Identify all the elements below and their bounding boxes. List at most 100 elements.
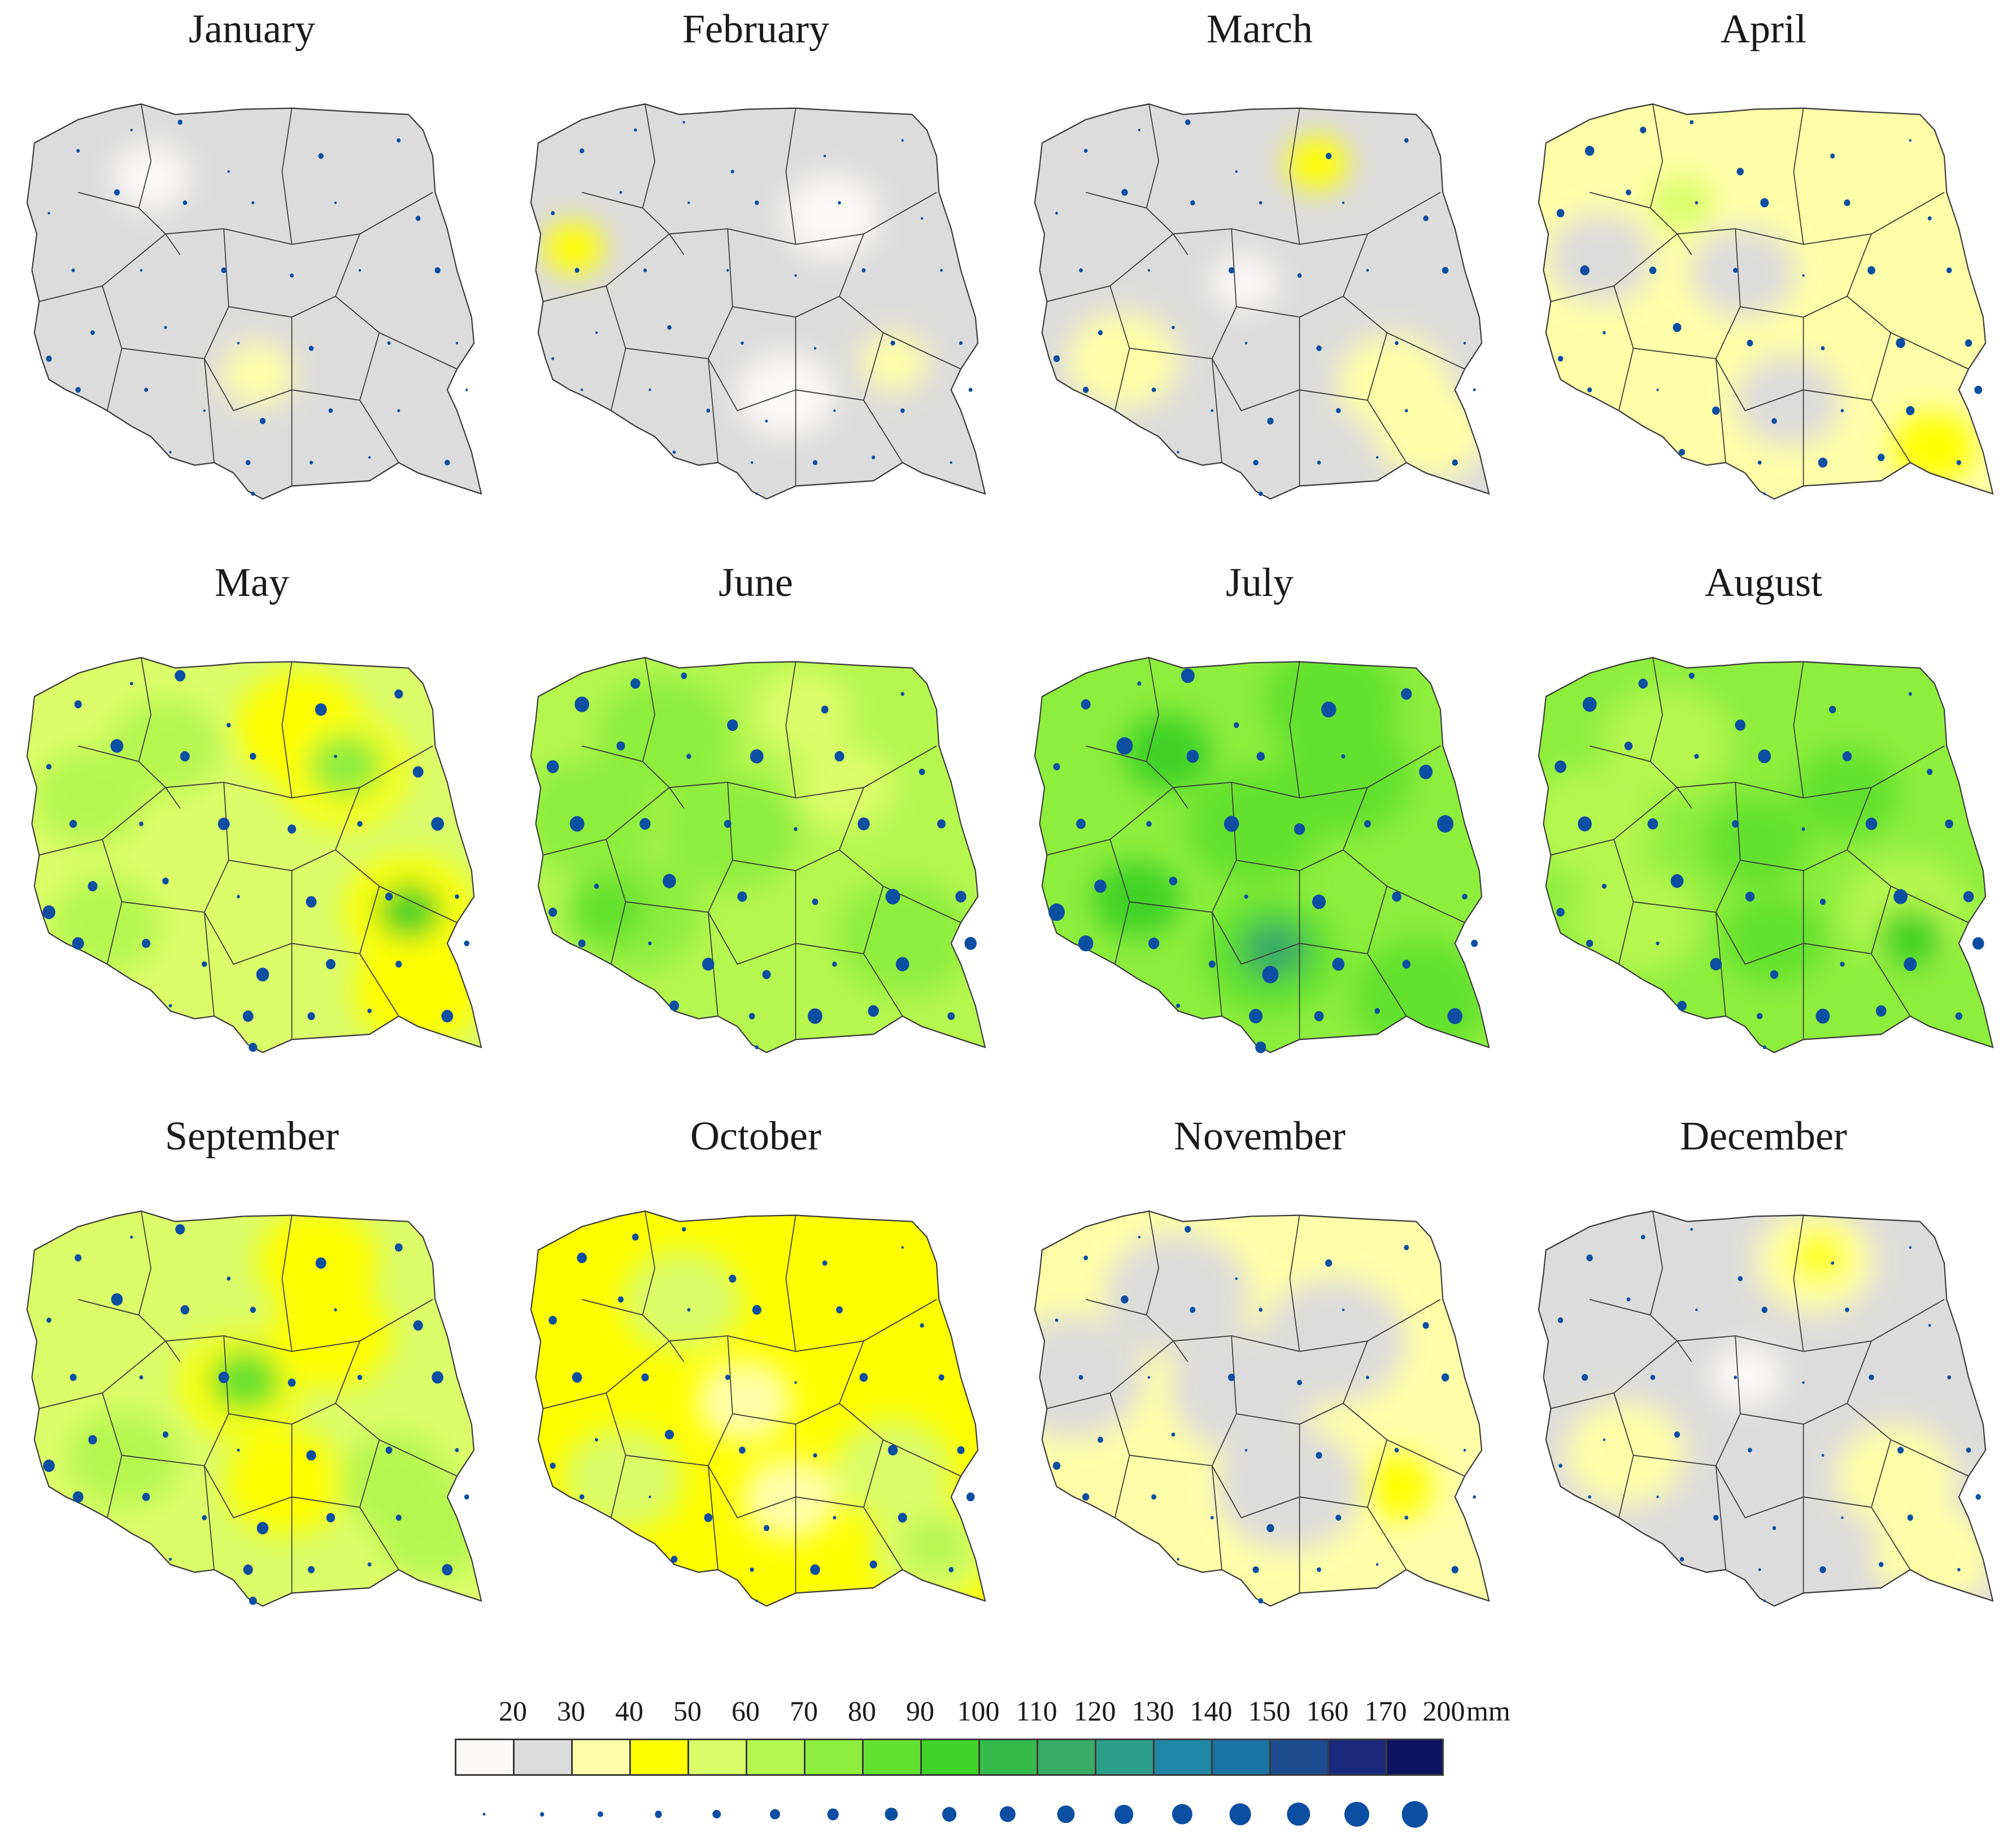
legend-tick-label: 160 [1306, 1695, 1349, 1727]
precip-zone-patch [1122, 713, 1212, 791]
map-panel-july: July [1008, 554, 1512, 1107]
station-dot [1375, 1563, 1379, 1566]
country-outline [530, 1210, 986, 1607]
precip-zone-patch [570, 877, 647, 943]
station-dot [1688, 672, 1695, 679]
precip-zone-patch [1240, 921, 1308, 979]
station-dot [1679, 1557, 1684, 1562]
station-dot [1909, 1246, 1912, 1249]
poland-map [1034, 657, 1490, 1053]
voivodeship-boundary [543, 787, 670, 856]
station-dot [579, 1494, 585, 1500]
voivodeship-boundary [863, 1439, 884, 1508]
legend-tick-label: 80 [848, 1695, 876, 1727]
station-dot [227, 170, 230, 173]
station-dot [1957, 1567, 1961, 1572]
station-dot [1419, 764, 1433, 779]
voivodeship-boundary [1129, 901, 1212, 913]
voivodeship-boundary [1677, 1299, 1945, 1352]
station-dot [367, 1562, 372, 1567]
station-dot [763, 1524, 770, 1531]
station-dot [139, 1375, 143, 1380]
station-dot [242, 1010, 254, 1022]
precip-zone-patch [112, 143, 190, 210]
voivodeship-boundary [863, 332, 884, 400]
station-dot [1052, 1461, 1061, 1470]
voivodeship-boundary [625, 347, 708, 359]
station-dot [46, 764, 52, 770]
legend-swatch [1153, 1739, 1211, 1776]
poland-map [1538, 657, 1994, 1053]
station-dot [1175, 1003, 1181, 1008]
station-dot [1253, 459, 1259, 466]
station-dot [72, 937, 84, 950]
station-dot [334, 1308, 337, 1312]
station-dot [1404, 138, 1409, 143]
legend-tick-label: 60 [731, 1695, 760, 1727]
map-title: October [690, 1113, 821, 1158]
legend-swatch [746, 1739, 804, 1776]
station-dot [1341, 754, 1346, 759]
station-dot [1802, 1381, 1805, 1384]
precip-zone-patch [1571, 865, 1700, 975]
station-dot [578, 939, 586, 948]
map-title: February [682, 6, 829, 51]
country-outline [26, 1210, 482, 1607]
station-dot [1736, 168, 1744, 176]
voivodeship-boundary [732, 787, 864, 872]
legend-swatch [1211, 1739, 1269, 1776]
station-dot [1185, 119, 1191, 125]
station-dot [869, 1560, 877, 1569]
station-dot [1819, 899, 1826, 905]
station-dot [794, 827, 798, 831]
station-dot [895, 957, 909, 972]
station-dot [1844, 199, 1850, 206]
station-dot [1151, 1494, 1157, 1500]
station-dot [129, 682, 133, 686]
station-dot [1082, 1493, 1090, 1501]
legend-station-dot [1229, 1803, 1251, 1826]
poland-map [26, 1210, 482, 1607]
station-dot [687, 201, 690, 204]
station-dot [445, 459, 450, 466]
station-dot [964, 936, 977, 950]
station-dot [1601, 883, 1607, 889]
precip-zone-patch [1602, 687, 1731, 797]
country-outline [1538, 1210, 1994, 1607]
station-dot [1404, 408, 1408, 413]
station-dot [1404, 1515, 1409, 1520]
precip-zone-patch [1216, 1426, 1361, 1550]
voivodeship-boundary [1236, 233, 1368, 318]
station-dot [1266, 1524, 1274, 1532]
station-dot [1076, 818, 1086, 829]
station-dot [1955, 1012, 1962, 1020]
station-dot [750, 749, 764, 764]
station-dot [686, 753, 691, 759]
station-dot [1907, 1514, 1914, 1521]
station-dot [1733, 268, 1738, 273]
station-dot [326, 1513, 336, 1523]
precip-zone-patch [1171, 1329, 1316, 1453]
legend-swatch [571, 1739, 629, 1776]
legend-station-dot [1401, 1801, 1428, 1828]
voivodeship-boundary [121, 1454, 204, 1466]
voivodeship-boundary [39, 787, 166, 856]
precip-zone-patch [1352, 938, 1488, 1053]
station-dot [595, 1437, 598, 1442]
station-dot [144, 387, 149, 392]
poland-map [26, 103, 482, 500]
station-dot [1972, 937, 1984, 950]
station-dot [1649, 266, 1657, 275]
station-dot [1867, 266, 1875, 275]
station-dot [682, 1227, 686, 1232]
precip-zone-patch [562, 1427, 683, 1531]
station-dot [1906, 406, 1915, 416]
map-panel-june: June [504, 554, 1008, 1107]
station-dot [1402, 960, 1411, 969]
precip-zone-patch [543, 221, 604, 275]
station-dot [237, 1448, 240, 1452]
station-dot [1259, 201, 1262, 205]
legend-tick-label: 120 [1073, 1695, 1116, 1727]
station-dot [221, 267, 227, 273]
station-dot [441, 1009, 454, 1023]
